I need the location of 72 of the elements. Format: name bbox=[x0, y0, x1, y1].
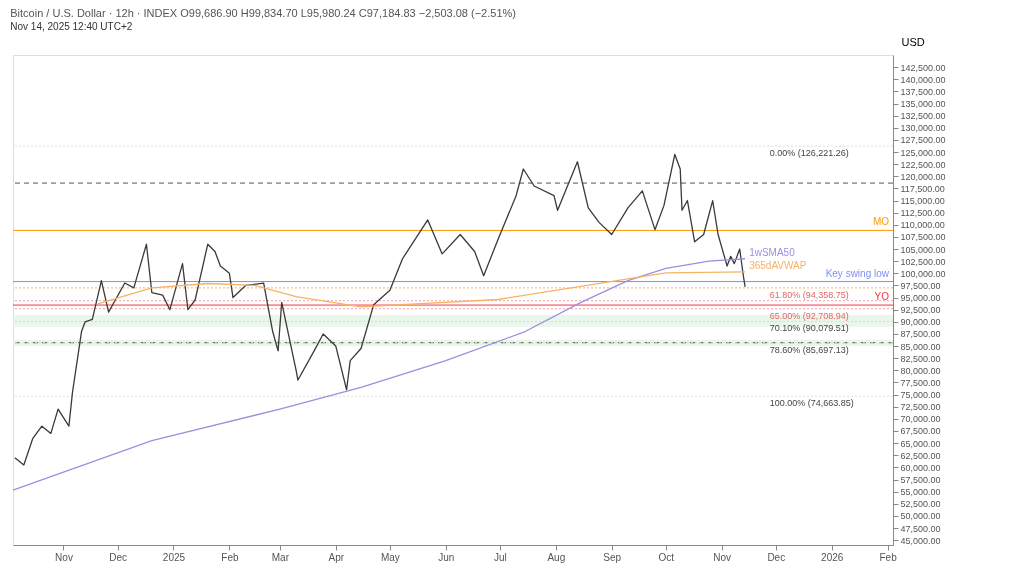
x-tick-label: Jul bbox=[493, 551, 507, 563]
y-tick-label: 105,000.00 bbox=[900, 244, 946, 255]
ref-line-label: 100.00% (74,663.85) bbox=[769, 398, 854, 409]
y-tick-label: 52,500.00 bbox=[900, 499, 941, 510]
y-tick-label: 77,500.00 bbox=[900, 377, 941, 388]
series-label: 1wSMA50 bbox=[749, 246, 796, 258]
line-series bbox=[12, 258, 746, 491]
x-tick-label: May bbox=[380, 551, 400, 563]
y-tick-label: 127,500.00 bbox=[900, 135, 946, 146]
x-tick-label: Sep bbox=[603, 551, 622, 563]
x-tick-label: Oct bbox=[658, 551, 675, 563]
y-tick-label: 72,500.00 bbox=[900, 402, 941, 413]
ref-line-label: 0.00% (126,221.26) bbox=[769, 148, 849, 159]
y-tick-label: 120,000.00 bbox=[900, 171, 946, 182]
ref-line-label: 78.60% (85,697.13) bbox=[769, 344, 849, 355]
y-axis-title: USD bbox=[901, 35, 925, 48]
y-tick-label: 50,000.00 bbox=[900, 511, 941, 522]
x-tick-label: Apr bbox=[328, 551, 345, 563]
ref-line-label: 65.00% (92,708.94) bbox=[769, 310, 849, 321]
x-tick-label: Feb bbox=[879, 551, 898, 563]
x-tick-label: Feb bbox=[221, 551, 239, 563]
y-tick-label: 55,000.00 bbox=[900, 487, 941, 498]
y-tick-label: 97,500.00 bbox=[900, 280, 941, 291]
y-tick-label: 132,500.00 bbox=[900, 111, 946, 122]
y-tick-label: 95,000.00 bbox=[900, 293, 941, 304]
ref-line-label: YO bbox=[874, 291, 890, 303]
y-tick-label: 70,000.00 bbox=[900, 414, 941, 425]
y-tick-label: 110,000.00 bbox=[900, 220, 945, 231]
y-tick-label: 67,500.00 bbox=[900, 426, 941, 437]
x-tick-label: Jun bbox=[438, 551, 455, 563]
y-tick-label: 85,000.00 bbox=[900, 341, 941, 352]
y-tick-label: 57,500.00 bbox=[900, 475, 941, 485]
y-tick-label: 117,500.00 bbox=[900, 183, 945, 194]
y-tick-label: 102,500.00 bbox=[900, 256, 946, 267]
y-tick-label: 75,000.00 bbox=[900, 390, 941, 401]
y-tick-label: 92,500.00 bbox=[900, 305, 941, 316]
x-tick-label: Mar bbox=[271, 551, 290, 563]
y-tick-label: 47,500.00 bbox=[900, 523, 941, 534]
y-tick-label: 115,000.00 bbox=[900, 196, 945, 207]
y-tick-label: 80,000.00 bbox=[900, 365, 941, 376]
x-tick-label: Nov bbox=[713, 551, 732, 563]
x-tick-label: Dec bbox=[109, 551, 127, 563]
ref-line-label: Key swing low bbox=[825, 267, 890, 279]
ref-line-label: 70.10% (90,079.51) bbox=[769, 323, 849, 334]
x-tick-label: 2025 bbox=[162, 551, 186, 563]
ref-line-label: 61.80% (94,358.75) bbox=[769, 289, 849, 300]
y-tick-label: 130,000.00 bbox=[900, 123, 946, 134]
chart-title: Bitcoin / U.S. Dollar · 12h · INDEX O99,686.90 H99,834.70 L95,980.24 C97,184.83 −2,503.08 (−2.51%) bbox=[10, 7, 516, 19]
y-tick-label: 112,500.00 bbox=[900, 208, 945, 219]
y-tick-label: 100,000.00 bbox=[900, 268, 946, 279]
chart-subtitle: Nov 14, 2025 12:40 UTC+2 bbox=[10, 21, 133, 32]
x-tick-label: Dec bbox=[767, 551, 786, 563]
y-tick-label: 135,000.00 bbox=[900, 99, 946, 110]
y-tick-label: 125,000.00 bbox=[900, 147, 946, 158]
series-label: 365dAVWAP bbox=[749, 259, 807, 271]
line-series bbox=[14, 153, 746, 466]
y-tick-label: 137,500.00 bbox=[900, 86, 946, 97]
y-tick-label: 45,000.00 bbox=[900, 535, 941, 546]
y-tick-label: 122,500.00 bbox=[900, 159, 946, 170]
y-tick-label: 62,500.00 bbox=[900, 450, 941, 461]
y-tick-label: 90,000.00 bbox=[900, 317, 941, 328]
y-tick-label: 107,500.00 bbox=[900, 232, 946, 243]
y-tick-label: 87,500.00 bbox=[900, 329, 941, 340]
y-tick-label: 65,000.00 bbox=[900, 438, 941, 449]
y-tick-label: 82,500.00 bbox=[900, 353, 941, 364]
x-tick-label: Nov bbox=[55, 551, 73, 563]
x-tick-label: 2026 bbox=[821, 551, 844, 563]
y-tick-label: 140,000.00 bbox=[900, 74, 946, 85]
x-tick-label: Aug bbox=[547, 551, 566, 563]
y-tick-label: 142,500.00 bbox=[900, 62, 946, 73]
y-tick-label: 60,000.00 bbox=[900, 462, 941, 473]
ref-line-label: MO bbox=[872, 216, 890, 228]
